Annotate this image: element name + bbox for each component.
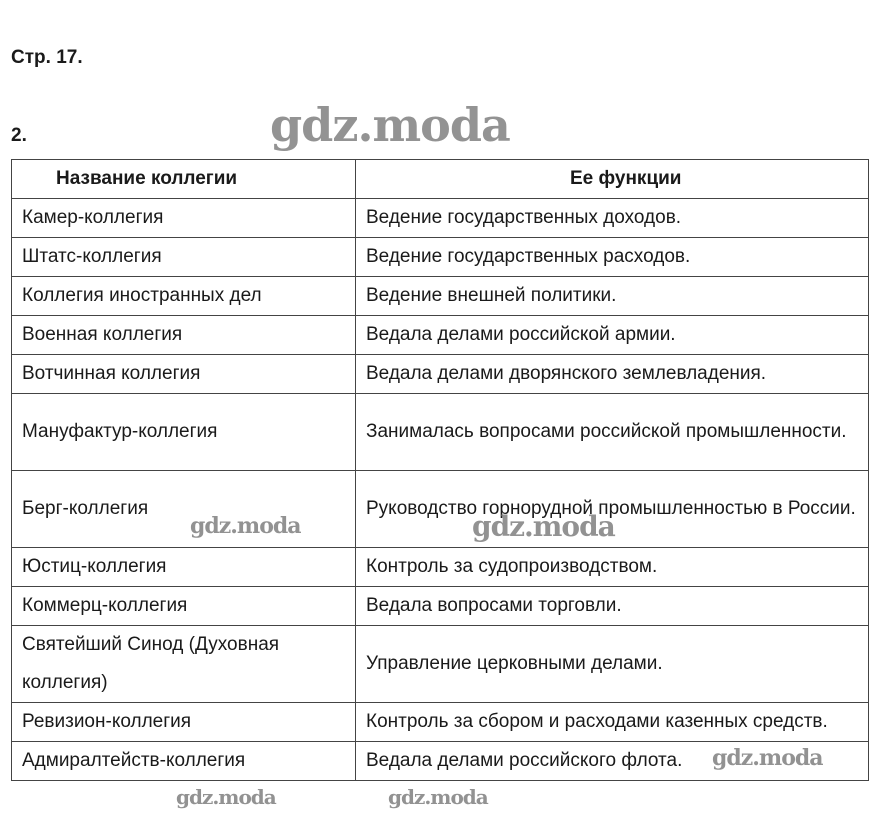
collegium-function: Ведение внешней политики. [355,276,869,316]
table-row: Коммерц-коллегия Ведала вопросами торговл… [11,586,869,626]
collegium-name: Коллегия иностранных дел [11,276,356,316]
collegium-function: Руководство горнорудной промышленностью … [355,470,869,548]
table-row: Адмиралтейств-коллегия Ведала делами росс… [11,741,869,781]
collegium-function: Контроль за сбором и расходами казенных … [355,702,869,742]
collegium-name: Адмиралтейств-коллегия [11,741,356,781]
collegium-name: Камер-коллегия [11,198,356,238]
collegium-name: Ревизион-коллегия [11,702,356,742]
table-row: Штатс-коллегия Ведение государственных ра… [11,237,869,277]
table-row: Камер-коллегия Ведение государственных до… [11,198,869,238]
collegium-name: Коммерц-коллегия [11,586,356,626]
table-row: Святейший Синод (Духовная коллегия) Управ… [11,625,869,703]
collegium-function: Ведение государственных расходов. [355,237,869,277]
collegium-name: Штатс-коллегия [11,237,356,277]
collegium-function: Управление церковными делами. [355,625,869,703]
collegium-function: Ведала делами дворянского землевладения. [355,354,869,394]
collegium-function: Ведала делами российского флота. [355,741,869,781]
table-row: Мануфактур-коллегия Занималась вопросами … [11,393,869,471]
collegium-function: Ведала делами российской армии. [355,315,869,355]
collegium-name: Вотчинная коллегия [11,354,356,394]
task-number: 2. [11,125,27,146]
watermark-logo: gdz.moda [712,745,824,771]
collegium-function: Ведала вопросами торговли. [355,586,869,626]
table-row: Военная коллегия Ведала делами российской… [11,315,869,355]
collegia-table: Название коллегии Ее функции Камер-колле… [11,159,869,781]
watermark-logo: gdz.moda [176,785,277,809]
table-header-row: Название коллегии Ее функции [11,159,869,199]
collegium-name: Юстиц-коллегия [11,547,356,587]
watermark-logo: gdz.moda [472,510,616,543]
collegium-name: Святейший Синод (Духовная коллегия) [11,625,356,703]
collegium-name: Военная коллегия [11,315,356,355]
collegium-function: Занималась вопросами российской промышле… [355,393,869,471]
table-row: Юстиц-коллегия Контроль за судопроизводст… [11,547,869,587]
header-function: Ее функции [355,159,869,199]
header-name: Название коллегии [11,159,356,199]
table-row: Вотчинная коллегия Ведала делами дворянск… [11,354,869,394]
collegium-name: Мануфактур-коллегия [11,393,356,471]
watermark-logo: gdz.moda [388,785,489,809]
watermark-logo: gdz.moda [270,98,511,152]
collegium-function: Контроль за судопроизводством. [355,547,869,587]
collegium-function: Ведение государственных доходов. [355,198,869,238]
watermark-logo: gdz.moda [190,513,302,539]
page-label: Стр. 17. [11,47,83,68]
table-row: Берг-коллегия Руководство горнорудной про… [11,470,869,548]
collegium-name: Берг-коллегия [11,470,356,548]
table-row: Ревизион-коллегия Контроль за сбором и ра… [11,702,869,742]
table-row: Коллегия иностранных дел Ведение внешней … [11,276,869,316]
